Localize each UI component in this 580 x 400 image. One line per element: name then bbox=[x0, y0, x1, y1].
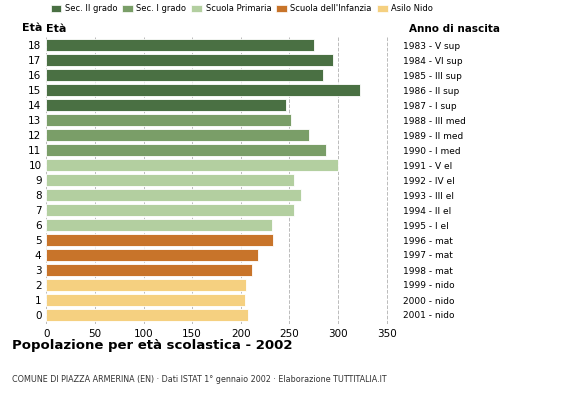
Bar bbox=[46, 234, 273, 246]
Text: Età: Età bbox=[46, 24, 67, 34]
Bar bbox=[46, 129, 309, 141]
Bar bbox=[46, 99, 287, 111]
Bar bbox=[46, 144, 327, 156]
Bar bbox=[46, 39, 314, 51]
Bar bbox=[46, 279, 246, 291]
Bar bbox=[46, 69, 324, 81]
Text: Anno di nascita: Anno di nascita bbox=[409, 24, 500, 34]
Bar bbox=[46, 309, 248, 321]
Text: Popolazione per età scolastica - 2002: Popolazione per età scolastica - 2002 bbox=[12, 339, 292, 352]
Text: Età: Età bbox=[23, 23, 43, 33]
Bar bbox=[46, 159, 338, 171]
Bar bbox=[46, 54, 333, 66]
Text: COMUNE DI PIAZZA ARMERINA (EN) · Dati ISTAT 1° gennaio 2002 · Elaborazione TUTTI: COMUNE DI PIAZZA ARMERINA (EN) · Dati IS… bbox=[12, 375, 386, 384]
Bar bbox=[46, 249, 258, 261]
Bar bbox=[46, 219, 272, 231]
Bar bbox=[46, 84, 360, 96]
Legend: Sec. II grado, Sec. I grado, Scuola Primaria, Scuola dell'Infanzia, Asilo Nido: Sec. II grado, Sec. I grado, Scuola Prim… bbox=[50, 4, 433, 13]
Bar bbox=[46, 114, 291, 126]
Bar bbox=[46, 204, 294, 216]
Bar bbox=[46, 189, 301, 201]
Bar bbox=[46, 294, 245, 306]
Bar bbox=[46, 174, 294, 186]
Bar bbox=[46, 264, 252, 276]
